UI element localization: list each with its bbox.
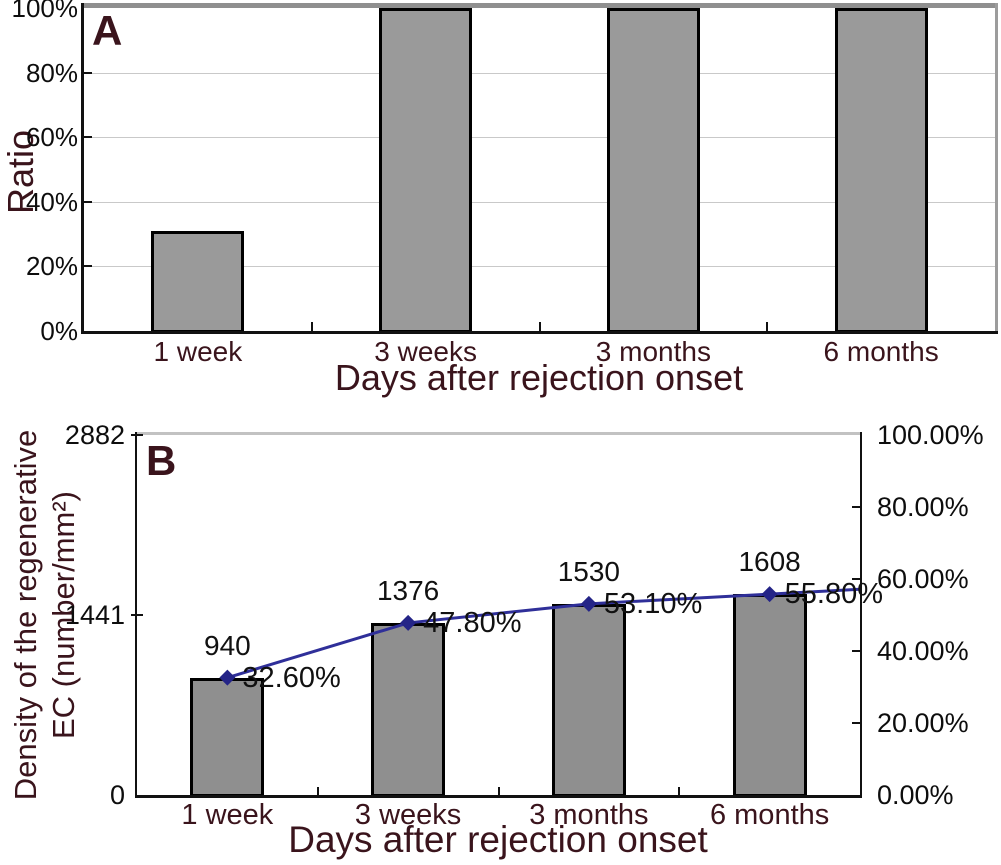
panel-a-gridline [84,201,995,203]
panel-b-top-border [135,432,862,435]
panel-b-bar [190,677,265,797]
panel-a-right-border [995,3,998,331]
panel-b-right-tick-mark [852,650,860,652]
panel-b-bar-value-label: 940 [204,629,251,661]
panel-a-x-tick-mark [310,322,313,331]
panel-b-left-tick-label: 0 [109,780,125,810]
panel-b-x-tick-label: 1 week [181,799,274,831]
panel-b-right-tick-label: 100.00% [877,420,984,450]
panel-a-gridline [84,137,995,139]
panel-b-ratio-point-label: 55.80% [784,578,883,611]
panel-a-y-tick-mark [84,200,92,203]
panel-b-right-tick-label: 60.00% [877,564,969,594]
panel-b-bar-value-label: 1608 [738,546,801,578]
panel-a-x-tick-label: 3 weeks [374,336,477,367]
panel-a-x-tick-label: 6 months [823,336,939,367]
panel-b-x-tick-mark [678,787,681,795]
panel-a-y-tick-label: 80% [25,57,78,88]
panel-b-x-axis-title: Days after rejection onset [288,819,708,860]
panel-a-top-border [81,3,998,8]
panel-b-left-tick-mark [131,434,143,436]
panel-b-ratio-point-label: 53.10% [603,587,703,620]
panel-b-ratio-point-label: 47.80% [423,606,522,639]
panel-a-x-tick-label: 1 week [153,336,243,367]
panel-a-gridline [84,266,995,268]
panel-a-bar [379,8,473,333]
panel-b-x-axis-line [135,795,862,798]
panel-a-x-axis-title: Days after rejection onset [334,357,744,398]
panel-b-right-tick-mark [852,722,860,724]
panel-b-ratio-point-label: 32.60% [242,661,341,694]
panel-a-y-tick-label: 60% [25,122,78,153]
panel-b-letter: B [146,437,177,484]
panel-b-bar-value-label: 1376 [376,575,440,607]
panel-a-gridline [84,72,995,74]
panel-b-bar [732,594,807,797]
panel-a-x-tick-mark [766,322,769,331]
panel-b-x-tick-mark [497,787,500,795]
panel-a-x-tick-mark [538,322,541,331]
panel-b-right-axis-line [860,432,862,798]
panel-a-y-tick-label: 100% [11,0,79,23]
panel-a-y-tick-label: 40% [25,186,78,217]
panel-b-right-tick-label: 20.00% [877,708,969,738]
panel-a-bar [834,8,928,333]
panel-b-bar [551,603,626,797]
panel-a-x-tick-label: 3 months [595,336,711,367]
panel-a-x-axis-line [81,331,998,334]
panel-a-y-axis-line [81,3,84,334]
panel-b-right-tick-label: 0.00% [877,780,954,810]
panel-b-left-tick-mark [131,614,143,616]
panel-b-right-tick-mark [852,578,860,580]
panel-a-y-tick-mark [84,136,92,139]
panel-a-y-tick-label: 20% [25,251,78,282]
panel-a-bar [151,230,245,333]
panel-b-right-tick-mark [852,506,860,508]
panel-b-x-tick-label: 3 weeks [354,799,462,831]
panel-a-y-tick-mark [84,265,92,268]
panel-b-right-tick-label: 40.00% [877,636,969,666]
panel-b-x-tick-label: 6 months [709,799,830,831]
panel-a-y-tick-mark [84,71,92,74]
panel-a-letter: A [92,7,123,54]
panel-b-x-tick-mark [316,787,319,795]
panel-a-bar [606,8,700,333]
panel-a-y-tick-label: 0% [40,316,78,346]
panel-b-left-tick-label: 2882 [64,420,125,450]
panel-b-bar [371,623,446,797]
panel-b-x-tick-label: 3 months [529,799,649,831]
panel-b-bar-value-label: 1530 [557,555,621,587]
panel-b-left-tick-label: 1441 [64,600,125,630]
panel-b-right-tick-label: 80.00% [877,492,969,522]
